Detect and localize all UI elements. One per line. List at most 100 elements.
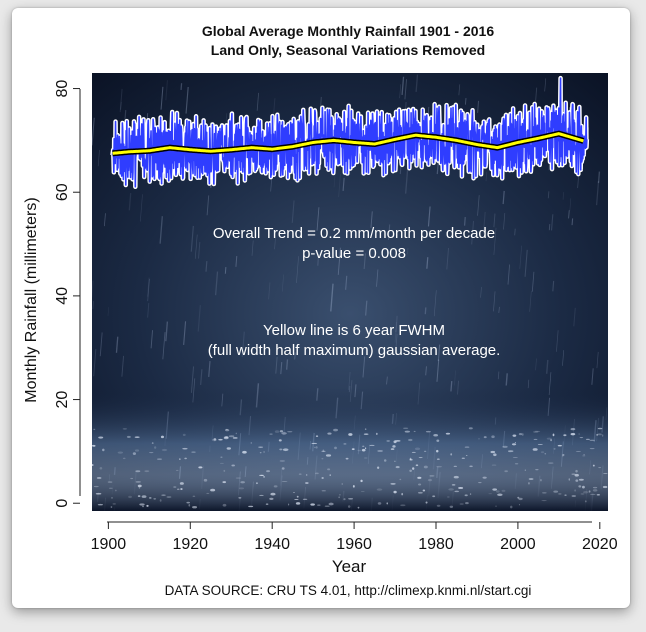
rain-streak	[404, 79, 407, 100]
splash-glint	[425, 501, 428, 504]
rain-streak	[274, 237, 276, 250]
splash-glint	[386, 440, 390, 442]
splash-glint	[597, 427, 603, 430]
splash-glint	[579, 436, 584, 439]
splash-glint	[269, 497, 274, 500]
splash-glint	[383, 459, 387, 462]
rain-streak	[104, 213, 106, 227]
splash-glint	[263, 475, 266, 478]
splash-glint	[93, 485, 99, 488]
splash-glint	[219, 462, 224, 464]
rain-streak	[198, 241, 201, 259]
splash-glint	[601, 434, 604, 437]
splash-glint	[583, 454, 585, 456]
splash-glint	[360, 479, 363, 483]
splash-glint	[376, 488, 383, 491]
splash-glint	[324, 505, 330, 507]
splash-glint	[417, 491, 423, 494]
x-tick-label: 2020	[582, 536, 618, 553]
splash-glint	[218, 438, 223, 441]
splash-glint	[93, 428, 96, 431]
splash-glint	[417, 476, 422, 479]
splash-glint	[563, 434, 567, 437]
splash-glint	[534, 430, 541, 432]
splash-glint	[514, 442, 517, 444]
splash-glint	[279, 460, 285, 462]
splash-glint	[293, 492, 295, 494]
splash-glint	[92, 463, 94, 467]
splash-glint	[544, 453, 547, 455]
splash-glint	[338, 494, 341, 496]
splash-glint	[281, 481, 288, 482]
splash-glint	[273, 485, 278, 488]
splash-glint	[537, 444, 543, 445]
splash-glint	[232, 437, 238, 439]
splash-glint	[203, 478, 208, 482]
splash-glint	[206, 492, 210, 494]
splash-glint	[395, 439, 401, 442]
rain-streak	[395, 315, 398, 333]
splash-glint	[343, 443, 347, 445]
splash-glint	[592, 464, 595, 467]
splash-glint	[483, 436, 487, 439]
splash-glint	[226, 447, 231, 450]
splash-glint	[149, 452, 154, 454]
splash-glint	[351, 448, 355, 451]
splash-glint	[568, 478, 570, 481]
splash-glint	[148, 497, 152, 499]
splash-glint	[259, 474, 265, 477]
splash-glint	[592, 486, 598, 489]
splash-glint	[238, 487, 245, 490]
splash-glint	[182, 447, 188, 450]
rain-streak	[162, 332, 166, 360]
rain-streak	[93, 348, 97, 377]
rain-streak	[97, 149, 100, 167]
splash-glint	[180, 488, 183, 491]
splash-glint	[390, 483, 396, 485]
rainfall-chart: Global Average Monthly Rainfall 1901 - 2…	[23, 23, 618, 598]
splash-glint	[514, 463, 519, 465]
rain-streak	[524, 249, 528, 277]
splash-glint	[263, 451, 265, 453]
splash-glint	[329, 474, 331, 476]
splash-glint	[159, 499, 162, 502]
y-tick-label: 40	[54, 287, 71, 305]
x-tick-label: 1960	[336, 536, 372, 553]
splash-glint	[259, 494, 264, 496]
splash-glint	[469, 493, 472, 495]
splash-glint	[392, 445, 396, 448]
splash-glint	[469, 465, 473, 468]
splash-glint	[541, 500, 547, 502]
splash-glint	[117, 451, 124, 454]
rain-streak	[493, 213, 496, 228]
splash-glint	[495, 505, 497, 507]
rain-streak	[205, 261, 208, 272]
rain-streak	[514, 228, 516, 236]
rain-streak	[235, 255, 238, 267]
rain-streak	[370, 211, 373, 228]
splash-glint	[589, 439, 595, 441]
splash-glint	[399, 478, 402, 481]
splash-glint	[478, 482, 482, 484]
splash-glint	[550, 439, 552, 442]
splash-glint	[130, 477, 134, 480]
rain-streak	[425, 366, 427, 376]
rain-streak	[362, 356, 366, 378]
splash-glint	[269, 433, 273, 435]
rain-streak	[348, 371, 351, 390]
rain-streak	[529, 290, 532, 312]
splash-glint	[357, 449, 361, 452]
rain-streak	[165, 321, 169, 342]
splash-glint	[533, 438, 538, 440]
pvalue-annotation: p-value = 0.008	[302, 245, 406, 262]
y-tick-label: 60	[54, 183, 71, 201]
splash-glint	[445, 432, 451, 435]
splash-glint	[518, 433, 523, 436]
splash-glint	[602, 485, 608, 489]
splash-glint	[432, 495, 436, 498]
splash-glint	[235, 477, 242, 479]
splash-glint	[574, 473, 579, 477]
splash-glint	[281, 467, 285, 470]
splash-glint	[231, 464, 235, 467]
splash-glint	[596, 494, 600, 496]
